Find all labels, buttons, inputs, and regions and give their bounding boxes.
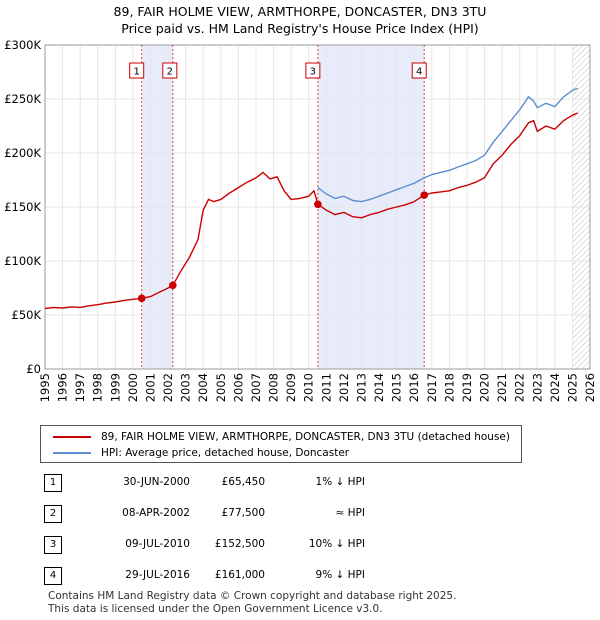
sale-price: £65,450	[221, 476, 265, 488]
x-tick-label: 2001	[143, 373, 157, 402]
sale-marker-label: 3	[44, 536, 62, 554]
x-tick-label: 2000	[126, 373, 140, 402]
x-tick-label: 2003	[179, 373, 193, 402]
x-tick-label: 2006	[231, 373, 245, 402]
x-tick-label: 2011	[319, 373, 333, 402]
x-tick-label: 2010	[302, 373, 316, 402]
x-tick-label: 2009	[284, 373, 298, 402]
sale-hpi-compare: 10% ↓ HPI	[308, 538, 365, 550]
sale-marker-label: 2	[44, 505, 62, 523]
x-tick-label: 2021	[495, 373, 509, 402]
y-tick-label: £200K	[4, 146, 41, 160]
sale-label-box	[129, 62, 145, 79]
y-tick-label: £300K	[4, 38, 41, 52]
x-tick-label: 2024	[548, 373, 562, 402]
x-tick-label: 1997	[73, 373, 87, 402]
x-tick-label: 2007	[249, 373, 263, 402]
x-tick-label: 2018	[442, 373, 456, 402]
sale-marker-label: 1	[44, 474, 62, 492]
sale-label-number: 2	[167, 67, 173, 78]
sale-label-box	[162, 62, 178, 79]
footer-line-copyright: Contains HM Land Registry data © Crown c…	[48, 590, 457, 602]
legend-item-property: 89, FAIR HOLME VIEW, ARMTHORPE, DONCASTE…	[53, 429, 510, 445]
legend-swatch-property	[53, 436, 91, 438]
x-tick-label: 2014	[372, 373, 386, 402]
sale-label-number: 1	[134, 67, 140, 78]
sale-price: £77,500	[221, 507, 265, 519]
legend-label-hpi: HPI: Average price, detached house, Donc…	[101, 447, 350, 459]
x-tick-label: 2020	[478, 373, 492, 402]
sale-date: 09-JUL-2010	[125, 538, 190, 550]
table-row: 1 30-JUN-2000 £65,450 1% ↓ HPI	[40, 474, 400, 492]
sale-hpi-compare: 9% ↓ HPI	[315, 569, 365, 581]
x-tick-label: 1999	[108, 373, 122, 402]
sale-date: 30-JUN-2000	[123, 476, 190, 488]
x-tick-label: 2019	[460, 373, 474, 402]
x-tick-label: 2012	[337, 373, 351, 402]
chart-title: 89, FAIR HOLME VIEW, ARMTHORPE, DONCASTE…	[113, 4, 487, 19]
sale-point	[169, 281, 177, 290]
x-tick-label: 2025	[565, 373, 579, 402]
sale-hpi-compare: 1% ↓ HPI	[315, 476, 365, 488]
sale-label-number: 4	[416, 67, 422, 78]
sale-point	[420, 191, 429, 199]
y-tick-label: £0	[26, 362, 41, 376]
footer-attribution: Contains HM Land Registry data © Crown c…	[48, 590, 456, 616]
x-tick-label: 2023	[530, 373, 544, 402]
x-tick-label: 2002	[161, 373, 175, 402]
x-tick-label: 2004	[196, 373, 210, 402]
legend-swatch-hpi	[53, 452, 91, 454]
x-tick-label: 1998	[91, 373, 105, 402]
x-tick-label: 2015	[390, 373, 404, 402]
hpi-line	[317, 87, 578, 203]
sale-label-box	[411, 62, 427, 79]
x-tick-label: 2008	[267, 373, 281, 402]
x-tick-label: 1995	[38, 373, 52, 402]
chart-legend: 89, FAIR HOLME VIEW, ARMTHORPE, DONCASTE…	[40, 425, 522, 463]
footer-line-licence: This data is licensed under the Open Gov…	[48, 603, 383, 615]
table-row: 2 08-APR-2002 £77,500 ≈ HPI	[40, 505, 400, 523]
sale-date: 08-APR-2002	[122, 507, 190, 519]
x-tick-label: 2026	[583, 373, 597, 402]
sale-point	[314, 200, 322, 209]
x-tick-label: 2005	[214, 373, 228, 402]
sale-date: 29-JUL-2016	[125, 569, 190, 581]
x-tick-label: 2013	[354, 373, 368, 402]
y-tick-label: £50K	[12, 308, 42, 322]
y-tick-label: £250K	[4, 92, 41, 106]
sale-label-box	[305, 62, 321, 79]
sale-marker-label: 4	[44, 567, 62, 585]
y-tick-label: £100K	[4, 254, 41, 268]
x-tick-label: 2016	[407, 373, 421, 402]
sale-label-number: 3	[310, 67, 316, 78]
table-row: 3 09-JUL-2010 £152,500 10% ↓ HPI	[40, 536, 400, 554]
x-tick-label: 1996	[56, 373, 70, 402]
x-tick-label: 2017	[425, 373, 439, 402]
y-tick-label: £150K	[4, 200, 41, 214]
sale-price: £161,000	[214, 569, 265, 581]
sale-hpi-compare: ≈ HPI	[335, 507, 365, 519]
x-tick-label: 2022	[513, 373, 527, 402]
table-row: 4 29-JUL-2016 £161,000 9% ↓ HPI	[40, 567, 400, 585]
sale-price: £152,500	[214, 538, 265, 550]
chart-subtitle: Price paid vs. HM Land Registry's House …	[121, 21, 479, 36]
legend-item-hpi: HPI: Average price, detached house, Donc…	[53, 445, 349, 461]
sale-point	[137, 294, 146, 303]
legend-label-property: 89, FAIR HOLME VIEW, ARMTHORPE, DONCASTE…	[101, 431, 510, 443]
